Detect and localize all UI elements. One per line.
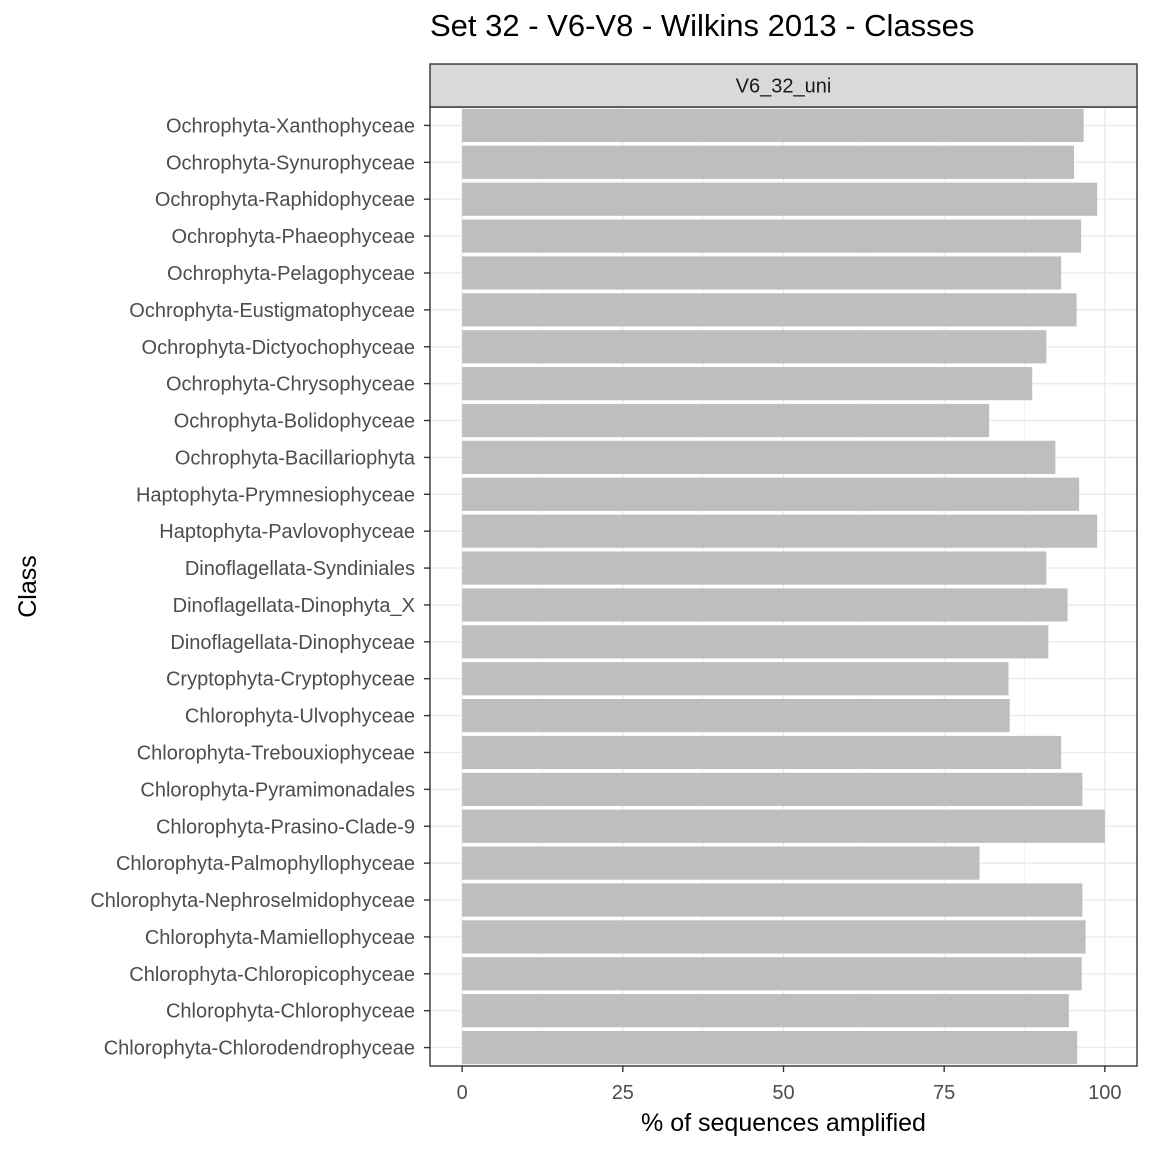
bar [462,1030,1078,1065]
bar [462,735,1062,770]
bar [462,514,1098,548]
bar [462,477,1080,511]
y-tick-label: Ochrophyta-Phaeophyceae [172,226,416,248]
bar [462,957,1082,991]
y-tick-label: Ochrophyta-Bacillariophyta [175,447,416,469]
y-tick-label: Chlorophyta-Chlorophyceae [166,1001,415,1023]
bar [462,403,990,438]
bar [462,920,1086,954]
bar [462,219,1082,253]
bar [462,182,1098,216]
y-tick-label: Dinoflagellata-Syndiniales [185,558,415,580]
bar [462,883,1083,917]
bar [462,551,1047,585]
y-tick-label: Dinoflagellata-Dinophyceae [170,632,415,654]
y-tick-label: Chlorophyta-Palmophyllophyceae [116,853,415,875]
bar [462,588,1068,622]
y-tick-label: Ochrophyta-Dictyochophyceae [142,337,415,359]
bar [462,809,1105,843]
y-tick-label: Dinoflagellata-Dinophyta_X [173,595,415,617]
y-axis-title: Class [14,555,42,618]
y-tick-label: Chlorophyta-Mamiellophyceae [145,927,415,949]
bar [462,440,1056,475]
y-tick-label: Chlorophyta-Chloropicophyceae [129,964,415,986]
bar [462,846,980,880]
y-axis: Ochrophyta-Xanthophyceae Ochrophyta-Synur… [90,115,430,1060]
y-tick-label: Ochrophyta-Synurophyceae [166,152,415,174]
facet-strip-label: V6_32_uni [736,76,832,98]
x-tick-label: 0 [457,1082,468,1104]
y-tick-label: Chlorophyta-Nephroselmidophyceae [90,890,415,912]
bar [462,256,1062,290]
chart-title: Set 32 - V6-V8 - Wilkins 2013 - Classes [430,8,975,43]
facet-strip [429,63,1138,108]
y-tick-label: Cryptophyta-Cryptophyceae [166,669,415,691]
y-tick-label: Chlorophyta-Chlorodendrophyceae [104,1038,415,1060]
y-tick-label: Chlorophyta-Ulvophyceae [185,706,415,728]
y-tick-label: Chlorophyta-Prasino-Clade-9 [156,816,415,838]
x-tick-label: 75 [933,1082,955,1104]
y-tick-label: Chlorophyta-Pyramimonadales [140,779,415,801]
y-tick-label: Chlorophyta-Trebouxiophyceae [137,742,415,764]
x-tick-label: 100 [1088,1082,1121,1104]
y-tick-label: Ochrophyta-Chrysophyceae [166,374,415,396]
y-tick-label: Ochrophyta-Pelagophyceae [167,263,415,285]
bar [462,367,1033,401]
y-tick-label: Haptophyta-Pavlovophyceae [159,521,415,543]
x-tick-label: 50 [772,1082,794,1104]
x-axis-title: % of sequences amplified [641,1109,926,1137]
y-tick-label: Ochrophyta-Bolidophyceae [174,411,415,433]
bar [462,108,1084,143]
bar [462,772,1083,806]
y-tick-label: Ochrophyta-Eustigmatophyceae [129,300,415,322]
x-tick-label: 25 [612,1082,634,1104]
bar [462,662,1009,696]
x-axis: 0 25 50 75 100 [457,1066,1122,1104]
bar [462,293,1077,327]
y-tick-label: Haptophyta-Prymnesiophyceae [136,484,415,506]
y-tick-label: Ochrophyta-Raphidophyceae [155,189,415,211]
bar [462,145,1075,179]
y-tick-label: Ochrophyta-Xanthophyceae [166,115,415,137]
bars [462,108,1105,1065]
bar [462,625,1049,659]
bar [462,330,1047,364]
bar [462,994,1069,1028]
bar [462,698,1010,733]
